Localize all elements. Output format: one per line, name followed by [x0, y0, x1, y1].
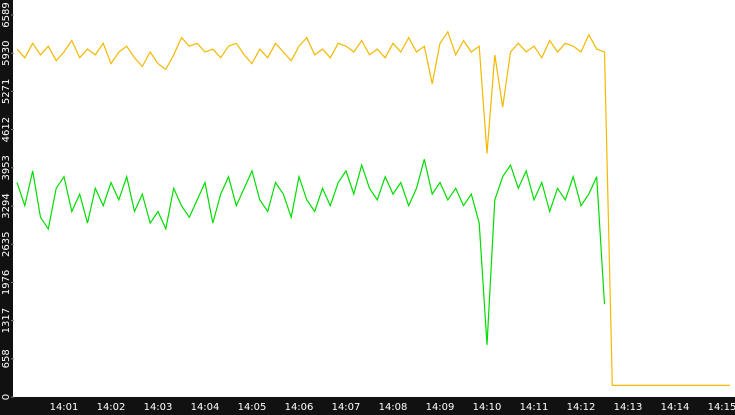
x-tick-label: 14:10: [473, 402, 502, 413]
x-axis-strip: [0, 397, 735, 415]
y-tick-label: 658: [1, 349, 12, 368]
y-tick-label: 3953: [1, 155, 12, 180]
y-axis-strip: [0, 0, 13, 415]
y-tick-label: 1317: [1, 308, 12, 333]
x-tick-label: 14:11: [520, 402, 549, 413]
y-tick-label: 5271: [1, 79, 12, 104]
y-tick-label: 5930: [1, 40, 12, 65]
x-tick-label: 14:04: [191, 402, 220, 413]
x-tick-label: 14:03: [144, 402, 173, 413]
y-tick-label: 4612: [1, 117, 12, 142]
x-tick-label: 14:14: [661, 402, 690, 413]
x-tick-label: 14:02: [97, 402, 126, 413]
y-tick-label: 3294: [1, 193, 12, 218]
x-tick-label: 14:01: [50, 402, 79, 413]
series-line: [16, 30, 730, 386]
x-tick-label: 14:12: [567, 402, 596, 413]
x-tick-label: 14:13: [614, 402, 643, 413]
series-line: [16, 159, 606, 345]
y-tick-label: 2635: [1, 232, 12, 257]
x-tick-label: 14:06: [285, 402, 314, 413]
y-tick-label: 0: [1, 394, 12, 400]
y-tick-label: 6589: [1, 2, 12, 27]
y-tick-label: 1976: [1, 270, 12, 295]
x-tick-label: 14:05: [238, 402, 267, 413]
x-tick-label: 14:15: [708, 402, 735, 413]
x-tick-label: 14:08: [379, 402, 408, 413]
x-tick-label: 14:09: [426, 402, 455, 413]
x-tick-label: 14:07: [332, 402, 361, 413]
